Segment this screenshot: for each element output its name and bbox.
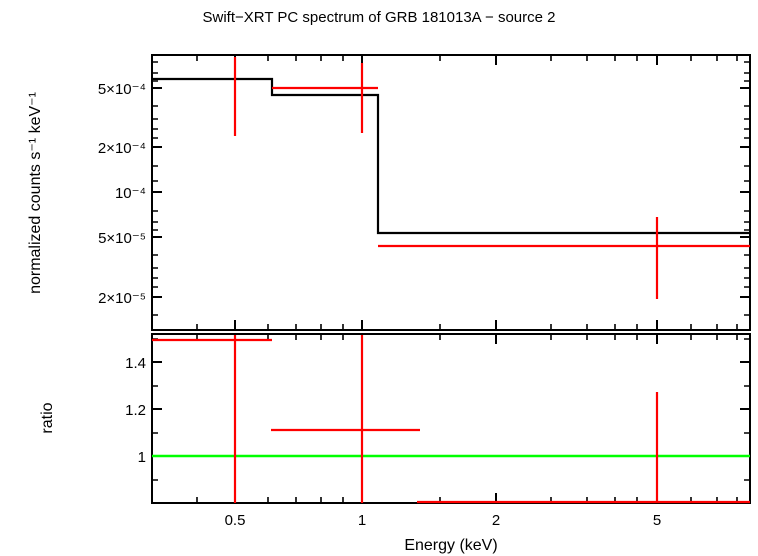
spectrum-panel: 5×10⁻⁴ 2×10⁻⁴ 10⁻⁴ 5×10⁻⁵ 2×10⁻⁵ normali… — [27, 54, 751, 331]
ratio-panel: 1.4 1.2 1 ratio — [39, 333, 751, 504]
ratio-ytick-label-0: 1.4 — [125, 355, 146, 372]
ratio-data-point-3 — [417, 392, 750, 504]
xtick-label-3: 5 — [653, 512, 661, 529]
spectrum-y-axis-title: normalized counts s⁻¹ keV⁻¹ — [27, 92, 44, 294]
model-step-curve — [152, 77, 750, 235]
ratio-y-minor-ticks — [152, 338, 750, 481]
spectrum-y-minor-ticks — [152, 61, 750, 316]
xtick-label-1: 1 — [358, 512, 366, 529]
ratio-data-point-2 — [271, 335, 420, 503]
spectrum-x-minor-ticks — [196, 55, 738, 330]
spectrum-ytick-label-0: 5×10⁻⁴ — [98, 81, 146, 98]
ratio-ytick-label-1: 1.2 — [125, 402, 146, 419]
spectrum-ytick-label-2: 10⁻⁴ — [115, 185, 146, 202]
spectrum-y-major-ticks — [152, 87, 750, 298]
figure-title: Swift−XRT PC spectrum of GRB 181013A − s… — [203, 9, 556, 26]
x-axis-title: Energy (keV) — [404, 537, 497, 554]
ratio-data-point-1 — [152, 335, 272, 503]
xtick-label-2: 2 — [492, 512, 500, 529]
spectrum-ytick-label-4: 2×10⁻⁵ — [98, 290, 146, 307]
ratio-y-axis-title: ratio — [39, 402, 56, 433]
ratio-ytick-label-2: 1 — [138, 449, 146, 466]
spectrum-ytick-label-3: 5×10⁻⁵ — [98, 230, 146, 247]
spectrum-data-point-2 — [272, 63, 378, 133]
spectrum-ytick-label-1: 2×10⁻⁴ — [98, 140, 146, 157]
xtick-label-0: 0.5 — [225, 512, 246, 529]
spectrum-data-point-3 — [378, 217, 750, 299]
